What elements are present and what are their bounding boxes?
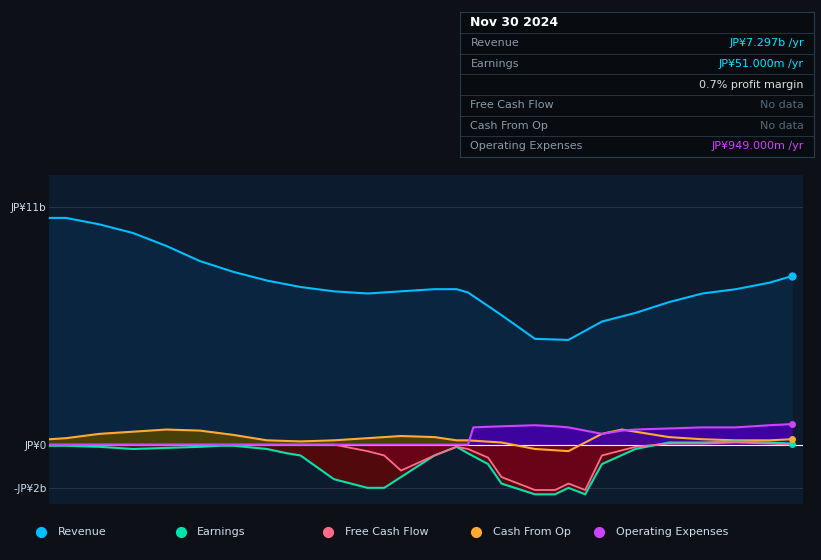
Text: Operating Expenses: Operating Expenses [616,527,728,537]
Text: Nov 30 2024: Nov 30 2024 [470,16,558,29]
Text: JP¥7.297b /yr: JP¥7.297b /yr [729,38,804,48]
Text: Revenue: Revenue [470,38,519,48]
Text: Free Cash Flow: Free Cash Flow [345,527,429,537]
Text: Operating Expenses: Operating Expenses [470,142,583,152]
Text: Earnings: Earnings [470,59,519,69]
Text: JP¥51.000m /yr: JP¥51.000m /yr [719,59,804,69]
Text: No data: No data [760,121,804,131]
Text: JP¥949.000m /yr: JP¥949.000m /yr [712,142,804,152]
Text: Free Cash Flow: Free Cash Flow [470,100,554,110]
Text: 0.7% profit margin: 0.7% profit margin [699,80,804,90]
Text: Cash From Op: Cash From Op [470,121,548,131]
Text: Revenue: Revenue [57,527,106,537]
Text: Earnings: Earnings [197,527,245,537]
Text: No data: No data [760,100,804,110]
Text: Cash From Op: Cash From Op [493,527,571,537]
